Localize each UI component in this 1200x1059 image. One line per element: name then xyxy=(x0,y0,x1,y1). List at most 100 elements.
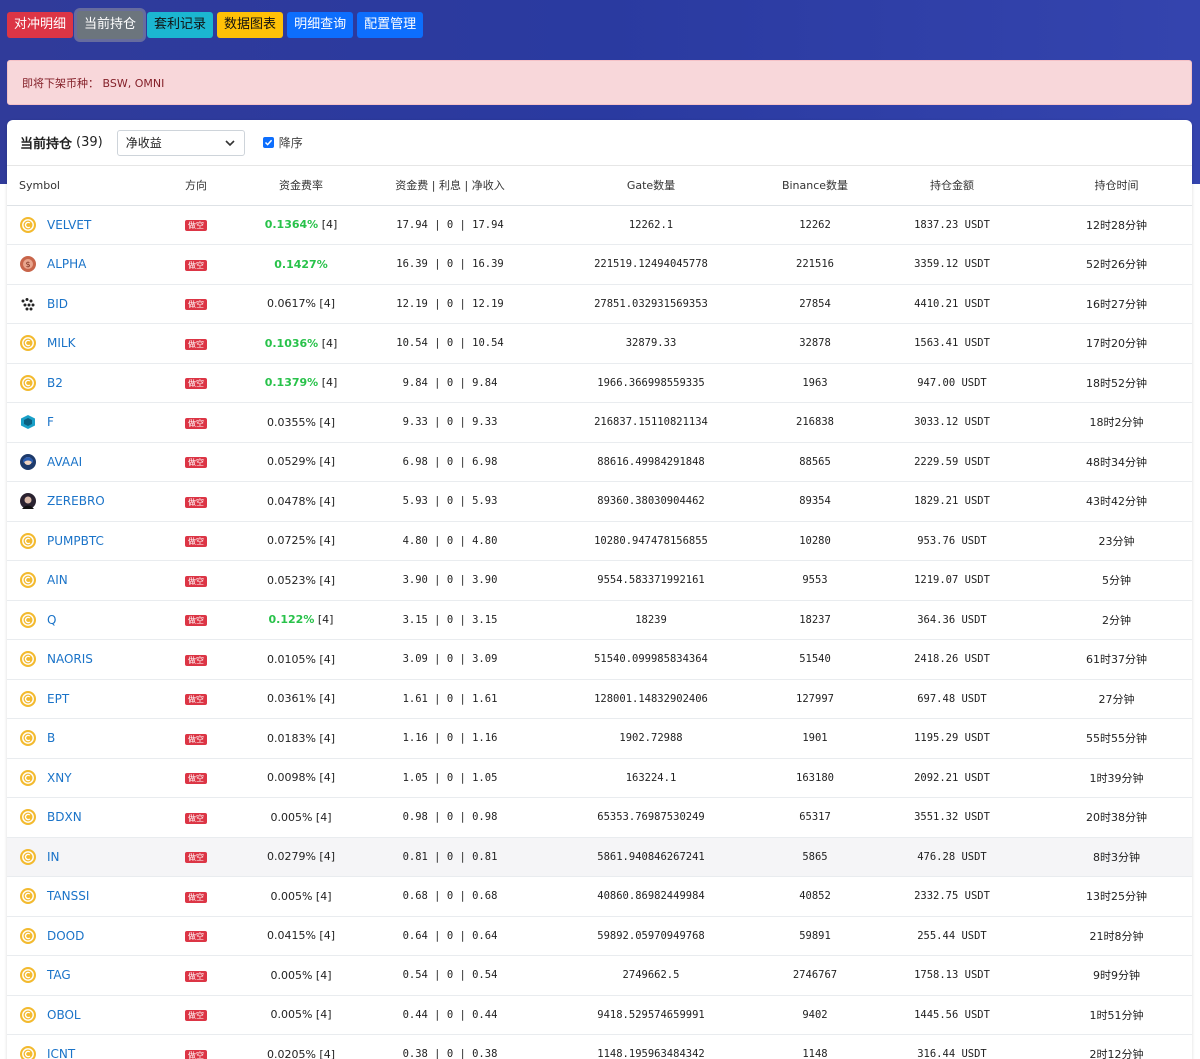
table-row[interactable]: TAG 做空 0.005% [4] 0.54 | 0 | 0.54 2749662.5 2… xyxy=(7,956,1192,995)
direction-cell: 做空 xyxy=(155,245,237,285)
sort-select[interactable]: 净收益 xyxy=(116,129,245,156)
hold-time-cell: 2时12分钟 xyxy=(1089,1048,1144,1059)
hold-time-cell: 61时37分钟 xyxy=(1086,653,1147,667)
hold-time-cell: 17时20分钟 xyxy=(1086,337,1147,351)
funding-rate-suffix: [4] xyxy=(319,692,336,706)
checkbox-checked-icon[interactable] xyxy=(262,137,274,148)
table-row[interactable]: NAORIS 做空 0.0105% [4] 3.09 | 0 | 3.09 51540.… xyxy=(7,640,1192,679)
binance-qty-cell: 163180 xyxy=(796,771,834,784)
col-symbol[interactable]: Symbol xyxy=(7,166,155,206)
symbol-link[interactable]: PUMPBTC xyxy=(47,533,104,548)
symbol-link[interactable]: TANSSI xyxy=(47,889,90,904)
funding-rate-value: 0.0098% xyxy=(266,771,316,785)
symbol-link[interactable]: EPT xyxy=(47,691,70,706)
direction-cell: 做空 xyxy=(155,561,237,601)
symbol-link[interactable]: OBOL xyxy=(47,1007,81,1022)
symbol-link[interactable]: NAORIS xyxy=(47,652,93,667)
table-row[interactable]: Q 做空 0.122% [4] 3.15 | 0 | 3.15 18239 18237 36… xyxy=(7,600,1192,640)
funding-rate-value: 0.005% xyxy=(270,889,313,903)
binance-qty-cell: 2746767 xyxy=(792,969,838,982)
hold-time-cell: 18时52分钟 xyxy=(1086,376,1147,390)
symbol-link[interactable]: ICNT xyxy=(47,1047,76,1059)
direction-cell: 做空 xyxy=(155,324,237,364)
gate-qty-cell: 51540.099985834364 xyxy=(594,653,708,666)
table-row[interactable]: TANSSI 做空 0.005% [4] 0.68 | 0 | 0.68 40860.8… xyxy=(7,877,1192,916)
amount-cell: 1195.29 USDT xyxy=(914,732,990,745)
positions-card: 当前持仓 (39) 净收益 降序 Symbol 方向 资金费率 资金费 | 利息… xyxy=(7,120,1192,1059)
amount-cell: 316.44 USDT xyxy=(917,1048,987,1059)
symbol-link[interactable]: F xyxy=(47,415,54,430)
descending-toggle[interactable]: 降序 xyxy=(262,134,303,151)
table-row[interactable]: OBOL 做空 0.005% [4] 0.44 | 0 | 0.44 9418.5295… xyxy=(7,995,1192,1035)
income-cell: 3.09 | 0 | 3.09 xyxy=(402,653,498,666)
table-row[interactable]: XNY 做空 0.0098% [4] 1.05 | 0 | 1.05 163224.1 1… xyxy=(7,758,1192,798)
col-hold-time[interactable]: 持仓时间 xyxy=(1041,166,1192,206)
coin-icon xyxy=(20,572,36,589)
amount-cell: 2332.75 USDT xyxy=(914,890,990,903)
hold-time-cell: 48时34分钟 xyxy=(1086,455,1147,469)
table-row[interactable]: PUMPBTC 做空 0.0725% [4] 4.80 | 0 | 4.80 10280… xyxy=(7,521,1192,561)
symbol-link[interactable]: IN xyxy=(47,849,60,864)
symbol-link[interactable]: B2 xyxy=(47,375,63,390)
funding-rate-cell: 0.0098% [4] xyxy=(237,758,365,798)
table-row[interactable]: BDXN 做空 0.005% [4] 0.98 | 0 | 0.98 65353.769… xyxy=(7,798,1192,838)
gate-qty-cell: 128001.14832902406 xyxy=(594,692,708,705)
nav-detail-query-button[interactable]: 明细查询 xyxy=(287,12,354,38)
symbol-link[interactable]: B xyxy=(47,731,56,746)
symbol-link[interactable]: BDXN xyxy=(47,810,82,825)
hold-time-cell: 43时42分钟 xyxy=(1086,495,1147,509)
table-row[interactable]: MILK 做空 0.1036% [4] 10.54 | 0 | 10.54 32879.… xyxy=(7,324,1192,364)
table-row[interactable]: VELVET 做空 0.1364% [4] 17.94 | 0 | 17.94 1226… xyxy=(7,205,1192,245)
table-row[interactable]: EPT 做空 0.0361% [4] 1.61 | 0 | 1.61 128001.14… xyxy=(7,679,1192,719)
gate-qty-cell: 89360.38030904462 xyxy=(597,495,705,508)
symbol-link[interactable]: TAG xyxy=(47,968,71,983)
funding-rate-suffix: [4] xyxy=(319,297,336,311)
symbol-link[interactable]: Q xyxy=(47,612,57,627)
table-row[interactable]: AVAAI 做空 0.0529% [4] 6.98 | 0 | 6.98 88616.4… xyxy=(7,442,1192,482)
symbol-link[interactable]: DOOD xyxy=(47,928,85,943)
symbol-link[interactable]: ALPHA xyxy=(47,257,87,272)
amount-cell: 4410.21 USDT xyxy=(914,297,990,310)
funding-rate-cell: 0.1427% xyxy=(237,245,365,285)
table-row[interactable]: F 做空 0.0355% [4] 9.33 | 0 | 9.33 216837.1511… xyxy=(7,403,1192,442)
table-row[interactable]: $ ALPHA 做空 0.1427% 16.39 | 0 | 16.39 221519.… xyxy=(7,245,1192,285)
nav-data-charts-button[interactable]: 数据图表 xyxy=(217,12,284,38)
table-row[interactable]: B2 做空 0.1379% [4] 9.84 | 0 | 9.84 1966.36699… xyxy=(7,363,1192,403)
gate-qty-cell: 216837.15110821134 xyxy=(594,416,708,429)
binance-qty-cell: 18237 xyxy=(799,613,831,626)
table-row[interactable]: ICNT 做空 0.0205% [4] 0.38 | 0 | 0.38 1148.195… xyxy=(7,1035,1192,1059)
table-row[interactable]: IN 做空 0.0279% [4] 0.81 | 0 | 0.81 5861.94084… xyxy=(7,837,1192,877)
nav-hedge-detail-button[interactable]: 对冲明细 xyxy=(7,12,74,38)
table-row[interactable]: B 做空 0.0183% [4] 1.16 | 0 | 1.16 1902.72988 1… xyxy=(7,719,1192,758)
symbol-link[interactable]: MILK xyxy=(47,336,76,351)
col-funding-rate[interactable]: 资金费率 xyxy=(237,166,365,206)
direction-cell: 做空 xyxy=(155,679,237,719)
coin-icon xyxy=(20,967,36,984)
income-cell: 17.94 | 0 | 17.94 xyxy=(396,218,504,231)
gate-qty-cell: 163224.1 xyxy=(625,771,677,784)
table-row[interactable]: DOOD 做空 0.0415% [4] 0.64 | 0 | 0.64 59892.05… xyxy=(7,916,1192,956)
table-row[interactable]: ZEREBRO 做空 0.0478% [4] 5.93 | 0 | 5.93 89360… xyxy=(7,482,1192,521)
hold-time-cell: 8时3分钟 xyxy=(1093,850,1140,864)
direction-cell: 做空 xyxy=(155,798,237,838)
table-row[interactable]: BID 做空 0.0617% [4] 12.19 | 0 | 12.19 27851.0… xyxy=(7,284,1192,324)
symbol-link[interactable]: AIN xyxy=(47,573,68,588)
direction-badge: 做空 xyxy=(185,417,207,429)
col-income[interactable]: 资金费 | 利息 | 净收入 xyxy=(365,166,535,206)
symbol-link[interactable]: VELVET xyxy=(47,217,92,232)
col-direction[interactable]: 方向 xyxy=(155,166,237,206)
nav-config-button[interactable]: 配置管理 xyxy=(357,12,424,38)
symbol-cell: MILK xyxy=(7,324,155,364)
symbol-link[interactable]: AVAAI xyxy=(47,454,83,469)
symbol-link[interactable]: XNY xyxy=(47,770,72,785)
nav-current-positions-button[interactable]: 当前持仓 xyxy=(77,11,144,39)
col-gate-qty[interactable]: Gate数量 xyxy=(535,166,767,206)
funding-rate-cell: 0.1364% [4] xyxy=(237,205,365,245)
symbol-link[interactable]: ZEREBRO xyxy=(47,494,105,509)
symbol-link[interactable]: BID xyxy=(47,296,69,311)
nav-arbitrage-records-button[interactable]: 套利记录 xyxy=(147,12,214,38)
table-row[interactable]: AIN 做空 0.0523% [4] 3.90 | 0 | 3.90 9554.5833… xyxy=(7,561,1192,601)
coin-icon xyxy=(20,769,36,786)
col-amount[interactable]: 持仓金额 xyxy=(863,166,1041,206)
col-binance-qty[interactable]: Binance数量 xyxy=(767,166,863,206)
